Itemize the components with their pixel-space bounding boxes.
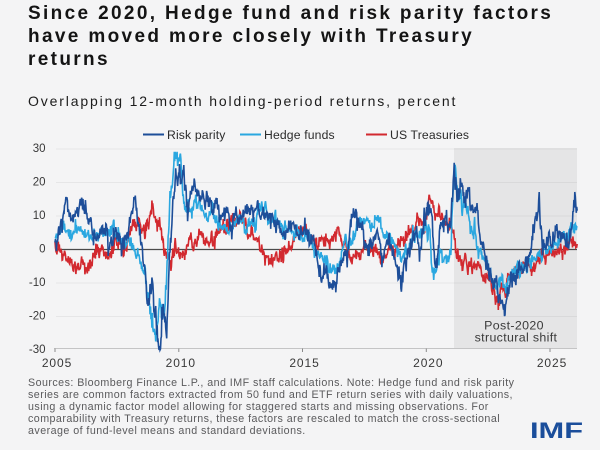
svg-text:-20: -20 xyxy=(29,311,46,323)
svg-text:0: 0 xyxy=(39,244,45,256)
svg-text:2025: 2025 xyxy=(537,356,567,370)
svg-text:Risk parity: Risk parity xyxy=(167,128,226,142)
svg-text:US Treasuries: US Treasuries xyxy=(390,128,469,142)
svg-text:2005: 2005 xyxy=(42,356,72,370)
svg-text:30: 30 xyxy=(33,143,46,155)
svg-text:structural shift: structural shift xyxy=(475,331,558,345)
svg-text:Hedge funds: Hedge funds xyxy=(264,128,335,142)
svg-text:-10: -10 xyxy=(29,277,46,289)
svg-text:2010: 2010 xyxy=(166,356,196,370)
svg-text:20: 20 xyxy=(33,177,46,189)
svg-text:-30: -30 xyxy=(29,344,46,356)
svg-text:10: 10 xyxy=(33,210,46,222)
svg-text:2015: 2015 xyxy=(289,356,319,370)
svg-text:2020: 2020 xyxy=(413,356,443,370)
svg-text:Post-2020: Post-2020 xyxy=(484,319,544,333)
